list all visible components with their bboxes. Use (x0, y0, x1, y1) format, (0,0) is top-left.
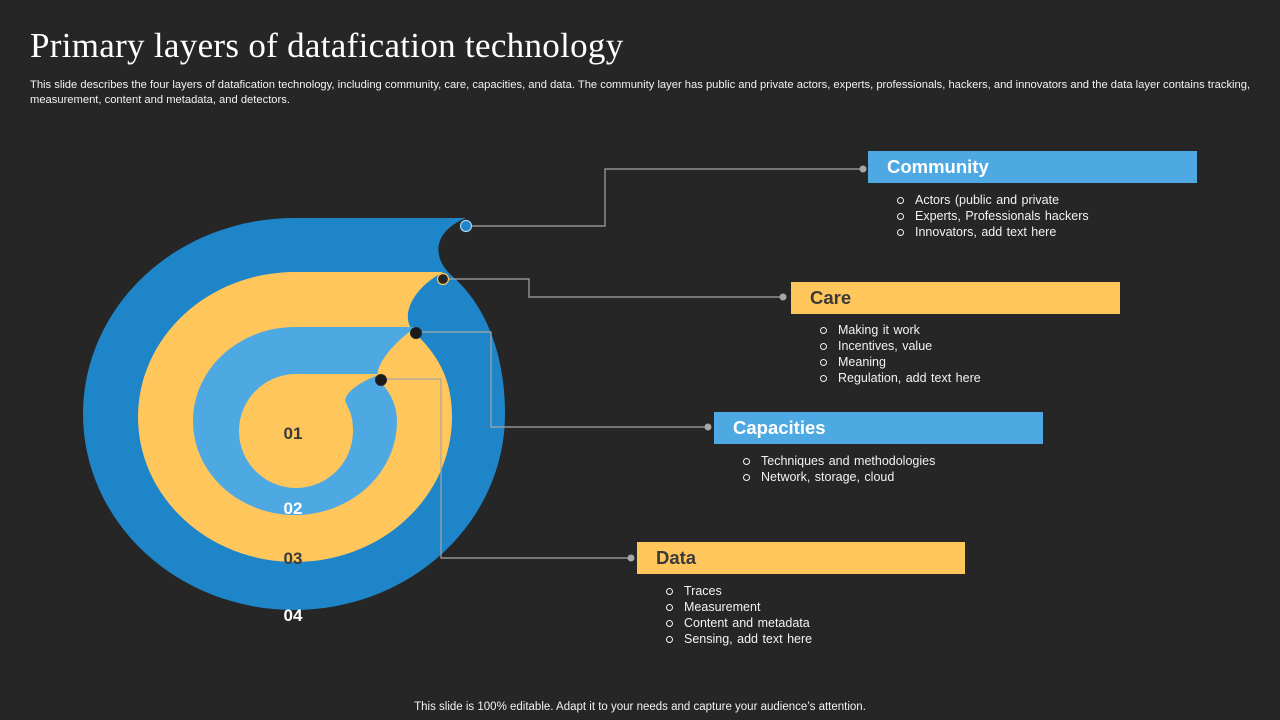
list-item: Content and metadata (664, 615, 812, 631)
layer-01-core (239, 374, 381, 488)
slide-title: Primary layers of datafication technolog… (30, 26, 624, 65)
bullet-icon (743, 458, 750, 465)
connector-capacities-end-dot (704, 423, 712, 431)
data-label-box: Data (637, 542, 965, 574)
connector-care (443, 278, 783, 298)
connector-data (381, 378, 631, 559)
bullet-icon (666, 604, 673, 611)
list-item: Network, storage, cloud (741, 469, 935, 485)
community-item-list: Actors (public and private Experts, Prof… (895, 192, 1089, 240)
bullet-icon (666, 636, 673, 643)
care-item-list: Making it work Incentives, value Meaning… (818, 322, 981, 386)
bullet-icon (820, 343, 827, 350)
bullet-icon (820, 375, 827, 382)
layer-01-number: 01 (284, 424, 303, 443)
capacities-marker (410, 327, 422, 339)
data-marker (375, 374, 387, 386)
bullet-icon (897, 229, 904, 236)
community-label: Community (887, 156, 989, 177)
list-item: Regulation, add text here (818, 370, 981, 386)
capacities-label: Capacities (733, 417, 826, 438)
list-item: Techniques and methodologies (741, 453, 935, 469)
connector-care-end-dot (779, 293, 787, 301)
connector-community-end-dot (859, 165, 867, 173)
list-item: Traces (664, 583, 812, 599)
connector-data-end-dot (627, 554, 635, 562)
capacities-label-box: Capacities (714, 412, 1043, 444)
bullet-icon (820, 359, 827, 366)
layer-02-number: 02 (284, 499, 303, 518)
care-marker (436, 272, 450, 286)
bullet-icon (820, 327, 827, 334)
bullet-icon (897, 197, 904, 204)
bullet-icon (666, 588, 673, 595)
community-label-box: Community (868, 151, 1197, 183)
layer-03-number: 03 (284, 549, 303, 568)
bullet-icon (743, 474, 750, 481)
care-label: Care (810, 287, 852, 308)
data-label: Data (656, 547, 697, 568)
list-item: Meaning (818, 354, 981, 370)
list-item: Sensing, add text here (664, 631, 812, 647)
data-item-list: Traces Measurement Content and metadata … (664, 583, 812, 647)
list-item: Measurement (664, 599, 812, 615)
list-item: Incentives, value (818, 338, 981, 354)
list-item: Actors (public and private (895, 192, 1089, 208)
slide-footer: This slide is 100% editable. Adapt it to… (414, 701, 866, 713)
care-label-box: Care (791, 282, 1120, 314)
bullet-icon (666, 620, 673, 627)
slide-description: This slide describes the four layers of … (30, 79, 1251, 106)
list-item: Innovators, add text here (895, 224, 1089, 240)
list-item: Making it work (818, 322, 981, 338)
connector-community (466, 168, 863, 227)
connector-capacities (416, 331, 708, 428)
layer-04-number: 04 (284, 606, 303, 625)
capacities-item-list: Techniques and methodologies Network, st… (741, 453, 935, 485)
community-marker (459, 219, 473, 233)
bullet-icon (897, 213, 904, 220)
list-item: Experts, Professionals hackers (895, 208, 1089, 224)
